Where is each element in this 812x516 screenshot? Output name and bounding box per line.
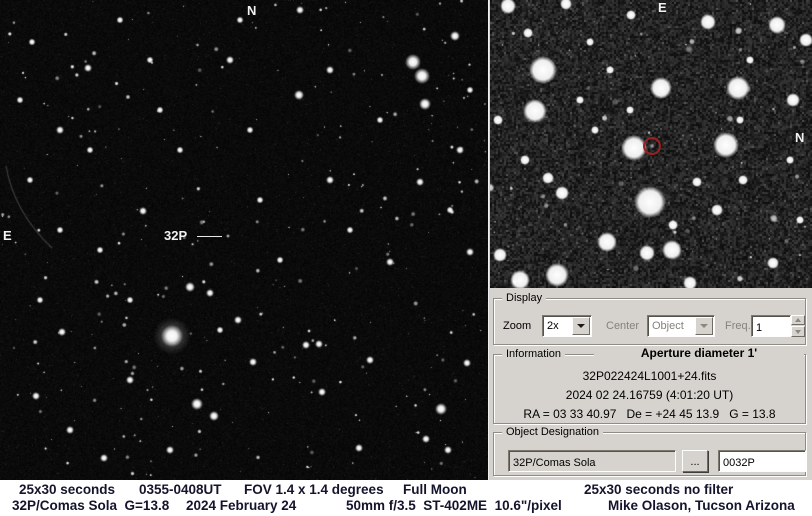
spinner-down-icon — [795, 329, 801, 334]
center-value: Object — [652, 320, 684, 332]
object-code-input[interactable] — [718, 450, 806, 472]
information-group-title: Information — [502, 348, 566, 361]
comet-marker-circle — [643, 137, 661, 155]
zoom-dropdown-button[interactable] — [572, 317, 590, 335]
freq-spinner-down[interactable] — [791, 326, 805, 337]
aperture-banner: Aperture diameter 1' — [594, 346, 804, 360]
zoom-label: Zoom — [503, 320, 532, 332]
browse-button[interactable]: ... — [682, 450, 708, 472]
object-name-field[interactable] — [508, 450, 676, 472]
zoom-inset-region: E N — [490, 0, 812, 288]
center-label: Center — [606, 320, 640, 332]
status-item: Full Moon — [403, 482, 467, 497]
main-star-field-image[interactable] — [0, 0, 488, 480]
zoom-combobox[interactable]: 2x — [542, 315, 592, 337]
comet-pointer-line — [197, 236, 222, 237]
status-bar: 25x30 seconds 0355-0408UT FOV 1.4 x 1.4 de… — [0, 480, 812, 516]
chevron-down-icon — [700, 324, 708, 328]
information-group: Information 32P022424L1001+24.fits 2024 … — [493, 348, 806, 424]
fits-filename: 32P022424L1001+24.fits — [582, 369, 717, 383]
freq-spinner-up[interactable] — [791, 315, 805, 325]
center-combobox[interactable]: Object — [647, 315, 715, 337]
east-label: E — [3, 228, 12, 243]
display-group-title: Display — [502, 292, 547, 305]
inset-north-label: N — [795, 130, 805, 145]
status-item: 25x30 seconds — [19, 482, 116, 497]
status-item: 32P/Comas Sola G=13.8 — [12, 498, 170, 513]
inset-east-label: E — [658, 0, 667, 15]
spinner-up-icon — [795, 318, 801, 322]
freq-label: Freq. — [725, 320, 751, 332]
right-panel: E N Display Zoom 2x Center Object — [488, 0, 812, 480]
status-item: Mike Olason, Tucson Arizona — [608, 498, 795, 513]
status-item: 50mm f/3.5 ST-402ME 10.6"/pixel — [346, 498, 562, 513]
display-group: Display Zoom 2x Center Object Freq. — [493, 292, 806, 345]
status-item: 2024 February 24 — [186, 498, 297, 513]
status-item: FOV 1.4 x 1.4 degrees — [244, 482, 384, 497]
control-panel: Display Zoom 2x Center Object Freq. — [489, 288, 812, 480]
coordinates-line: RA = 03 33 40.97 De = +24 45 13.9 G = 13… — [523, 407, 776, 421]
comet-32p-label: 32P — [164, 228, 188, 243]
status-item: 0355-0408UT — [139, 482, 222, 497]
center-dropdown-button[interactable] — [695, 317, 713, 335]
object-designation-title: Object Designation — [502, 426, 603, 439]
chevron-down-icon — [577, 324, 585, 328]
freq-input[interactable] — [751, 315, 791, 337]
north-label: N — [247, 3, 257, 18]
object-designation-group: Object Designation ... — [493, 426, 806, 476]
status-item: 25x30 seconds no filter — [584, 482, 734, 497]
zoom-value: 2x — [547, 320, 559, 332]
observation-datetime: 2024 02 24.16759 (4:01:20 UT) — [565, 388, 734, 402]
